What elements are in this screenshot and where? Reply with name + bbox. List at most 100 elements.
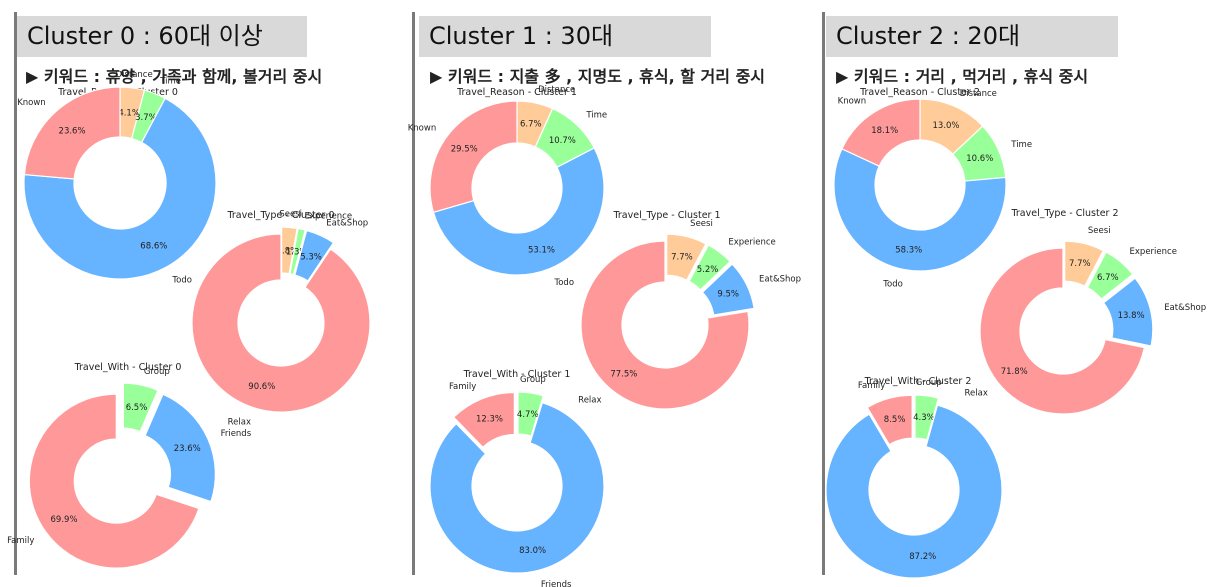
slice-eat-shop [701,263,755,316]
slice-seesi [666,233,707,281]
chart-title: Travel_With - Cluster 1 [463,369,571,380]
pct-label-seesi: 7.7% [1069,259,1091,269]
category-label-relax: Relax [578,396,601,406]
slice-friends [825,404,1003,579]
pct-label-relax: 71.8% [1001,367,1028,377]
pct-label-eat-shop: 13.8% [1118,311,1145,321]
slice-family [866,394,913,446]
chart-travel-reason-cluster-1: Travel_Reason - Cluster 1 6.7% Distance 10.… [408,85,607,288]
slice-todo [833,148,1007,272]
chart-travel-reason-cluster-2: Travel_Reason - Cluster 2 13.0% Distance 10… [833,87,1032,290]
category-label-group: Group [520,375,546,385]
slice-family [452,391,515,449]
pct-label-todo: 68.6% [140,241,167,251]
slice-eat-shop [294,229,335,282]
cluster-1-keywords: ▶ 키워드 : 지출 多 , 지명도 , 휴식, 할 거리 중시 [430,67,766,86]
pct-label-time: 10.6% [966,154,993,164]
category-label-seesi: Seesi [690,219,713,229]
chart-title: Travel_Type - Cluster 0 [226,210,334,221]
pct-label-family: 69.9% [51,515,78,525]
slice-experience [289,227,306,276]
category-label-distance: Distance [116,70,153,80]
pct-label-group: 4.7% [517,410,539,420]
pct-label-todo: 53.1% [528,245,555,255]
slice-group [914,394,940,441]
pct-label-group: 6.5% [126,403,148,413]
pct-label-friends: 87.2% [909,552,936,562]
pct-label-experience: 1.3% [286,248,308,258]
slice-relax [191,233,371,413]
slice-known [841,98,921,167]
category-label-family: Family [858,381,885,391]
chart-title: Travel_With - Cluster 0 [74,362,182,373]
category-label-known: Known [408,123,437,133]
pct-label-known: 29.5% [451,144,478,154]
pct-label-time: 10.7% [549,136,576,146]
slice-todo [23,97,217,280]
pct-label-friends: 23.6% [174,444,201,454]
chart-travel-with-cluster-1: Travel_With - Cluster 1 4.7% Group 83.0% Fri… [429,369,605,587]
pct-label-experience: 5.2% [697,265,719,275]
slice-todo [432,147,605,276]
chart-title: Travel_Reason - Cluster 1 [456,87,577,98]
slice-friends [144,393,216,503]
category-label-todo: Todo [882,280,903,290]
category-label-known: Known [838,97,867,107]
cluster-1-title: Cluster 1 : 30대 [419,16,711,57]
cluster-2-keywords: ▶ 키워드 : 거리 , 먹거리 , 휴식 중시 [836,67,1089,86]
pct-label-todo: 58.3% [895,246,922,256]
pct-label-eat-shop: 5.3% [300,252,322,262]
panel-divider-2 [822,12,825,575]
category-label-friends: Friends [541,580,572,587]
pct-label-family: 12.3% [476,414,503,424]
pct-label-seesi: 2.8% [277,246,299,256]
chart-title: Travel_Type - Cluster 2 [1010,208,1118,219]
pct-label-relax: 77.5% [610,369,637,379]
category-label-experience: Experience [728,237,775,247]
panel-divider-1 [412,12,415,575]
category-label-family: Family [7,536,34,546]
slice-friends [429,402,605,574]
slice-group [122,382,159,433]
category-label-family: Family [449,382,476,392]
category-label-experience: Experience [305,212,352,222]
slice-family [28,393,200,569]
pct-label-group: 4.3% [913,413,935,423]
chart-travel-reason-cluster-0: Travel_Reason - Cluster 04.1%Distance3.7… [17,70,217,286]
category-label-distance: Distance [538,85,575,95]
chart-travel-type-cluster-2: Travel_Type - Cluster 2 7.7% Seesi 6.7% Expe… [965,208,1206,415]
slice-eat-shop [1102,277,1154,347]
cluster-0-keywords: ▶ 키워드 : 휴양 , 가족과 함께, 볼거리 중시 [26,67,323,86]
chart-title: Travel_Reason - Cluster 2 [859,87,980,98]
slice-known [23,86,121,180]
pct-label-distance: 13.0% [933,121,960,131]
pct-label-experience: 6.7% [1097,273,1119,283]
category-label-experience: Experience [1130,247,1177,257]
pct-label-relax: 90.6% [248,382,275,392]
category-label-friends: Friends [221,429,252,439]
slice-known [429,100,518,214]
chart-title: Travel_Type - Cluster 1 [612,210,720,221]
pct-label-eat-shop: 9.5% [717,290,739,300]
pct-label-distance: 6.7% [520,119,542,129]
category-label-relax: Relax [228,418,251,428]
pct-label-seesi: 7.7% [671,253,693,263]
slice-relax [580,240,750,410]
category-label-distance: Distance [960,89,997,99]
pct-label-known: 23.6% [59,127,86,137]
pct-label-family: 8.5% [884,415,906,425]
category-label-time: Time [1010,140,1032,150]
cluster-0-title: Cluster 0 : 60대 이상 [17,16,307,57]
category-label-seesi: Seesi [1088,226,1111,236]
category-label-group: Group [144,367,170,377]
chart-travel-with-cluster-2: Travel_With - Cluster 24.3%Group87.2%Fri… [825,376,1003,579]
slice-seesi [281,226,298,275]
chart-title: Travel_With - Cluster 2 [864,376,972,387]
pct-label-known: 18.1% [871,126,898,136]
category-label-eat-shop: Eat&Shop [326,219,368,229]
slice-experience [1086,251,1134,300]
chart-travel-with-cluster-0: Travel_With - Cluster 0 6.5% Group 23.6% Fri… [7,362,252,569]
pct-label-friends: 83.0% [519,546,546,556]
slice-relax [979,247,1146,415]
category-label-seesi: Seesi [279,209,302,219]
